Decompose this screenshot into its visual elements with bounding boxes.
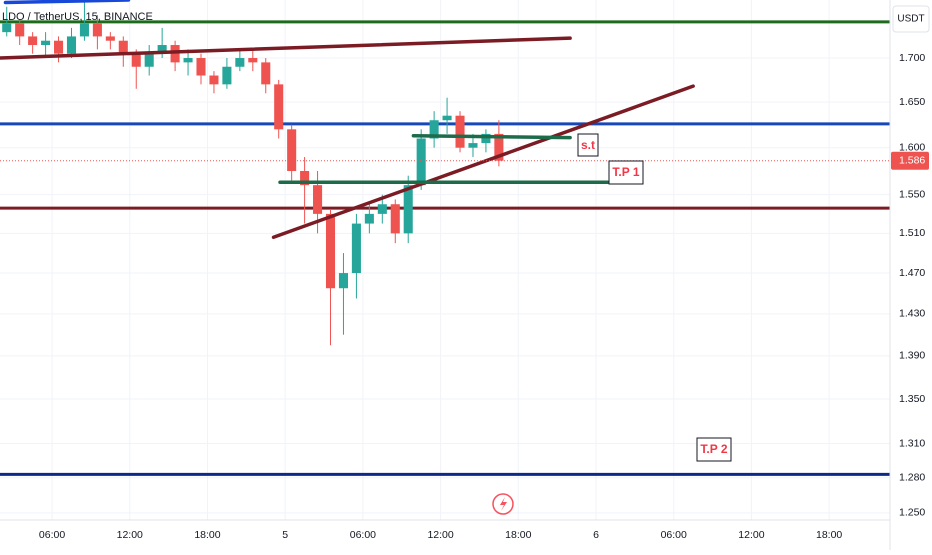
trend-line: [411, 133, 572, 140]
candle-body: [261, 62, 271, 85]
candle-body: [416, 138, 426, 186]
candle-body: [28, 36, 38, 46]
candle-body: [15, 23, 25, 37]
y-tick-label: 1.280: [899, 472, 925, 484]
x-tick-label: 18:00: [505, 529, 531, 541]
annotation: T.P 1: [612, 165, 639, 179]
y-tick-label: 1.310: [899, 437, 925, 449]
grid: [0, 0, 890, 520]
candle-body: [351, 223, 361, 274]
y-tick-label: 1.250: [899, 507, 925, 519]
y-tick-label: 1.700: [899, 52, 925, 64]
candle-body: [287, 129, 297, 171]
candle-body: [54, 40, 64, 54]
trend-line: [0, 36, 572, 60]
x-tick-label: 6: [593, 529, 599, 541]
candle-body: [131, 53, 141, 67]
x-tick-label: 06:00: [661, 529, 687, 541]
candle-body: [196, 58, 206, 76]
candle-body: [403, 185, 413, 234]
candle-body: [494, 133, 504, 161]
candle-body: [41, 40, 51, 46]
x-tick-label: 12:00: [738, 529, 764, 541]
candle-body: [79, 23, 89, 37]
candle-body: [313, 185, 323, 214]
candle-body: [144, 53, 154, 67]
trend-line: [3, 0, 131, 5]
candle-body: [455, 115, 465, 148]
chart-title: LDO / TetherUS, 15, BINANCE: [2, 11, 153, 23]
candle-body: [222, 66, 232, 85]
x-tick-label: 06:00: [39, 529, 65, 541]
candle-body: [338, 273, 348, 289]
y-tick-label: 1.390: [899, 350, 925, 362]
candle-body: [390, 204, 400, 234]
trend-line: [271, 84, 695, 240]
annotation-box: [696, 437, 732, 462]
plot: [0, 0, 890, 476]
candle-body: [481, 133, 491, 144]
candle-body: [364, 213, 374, 224]
candle-body: [157, 45, 167, 54]
x-tick-label: 18:00: [194, 529, 220, 541]
x-tick-label: 12:00: [117, 529, 143, 541]
candle-body: [170, 45, 180, 63]
annotation-box: [577, 133, 599, 157]
last-price-tag: [891, 151, 929, 170]
last-price-label: 1.586: [899, 154, 925, 166]
annotation: s.t: [581, 138, 595, 152]
candle-body: [235, 58, 245, 67]
y-tick-label: 1.510: [899, 227, 925, 239]
event-icon[interactable]: [492, 493, 514, 515]
annotation-box: [608, 160, 644, 185]
candle-body: [325, 213, 336, 289]
candle-body: [209, 75, 219, 85]
candle-body: [300, 170, 310, 186]
y-tick-label: 1.350: [899, 393, 925, 405]
y-tick-label: 1.600: [899, 141, 925, 153]
y-tick-label: 1.470: [899, 267, 925, 279]
x-tick-label: 06:00: [350, 529, 376, 541]
candle-body: [183, 58, 193, 63]
candle-body: [92, 23, 102, 37]
candle-body: [274, 84, 284, 130]
candle-body: [429, 120, 439, 139]
unit-button[interactable]: [892, 5, 930, 33]
candle-body: [105, 36, 115, 41]
axes: 1.700 1.650 1.600 1.550 1.510 1.470 1.430 1.390…: [39, 52, 929, 541]
axis-unit[interactable]: USDT: [897, 14, 924, 25]
x-tick-label: 12:00: [427, 529, 453, 541]
candle-body: [66, 36, 77, 54]
y-tick-label: 1.430: [899, 308, 925, 320]
y-tick-label: 1.550: [899, 188, 925, 200]
candle-body: [468, 143, 478, 148]
x-tick-label: 5: [282, 529, 288, 541]
annotation: T.P 2: [700, 442, 727, 456]
candle-body: [248, 58, 258, 63]
y-tick-label: 1.650: [899, 96, 925, 108]
candle-body: [442, 115, 452, 121]
x-tick-label: 18:00: [816, 529, 842, 541]
candle-body: [377, 204, 387, 214]
candle-body: [2, 23, 12, 33]
candle-body: [118, 40, 128, 54]
